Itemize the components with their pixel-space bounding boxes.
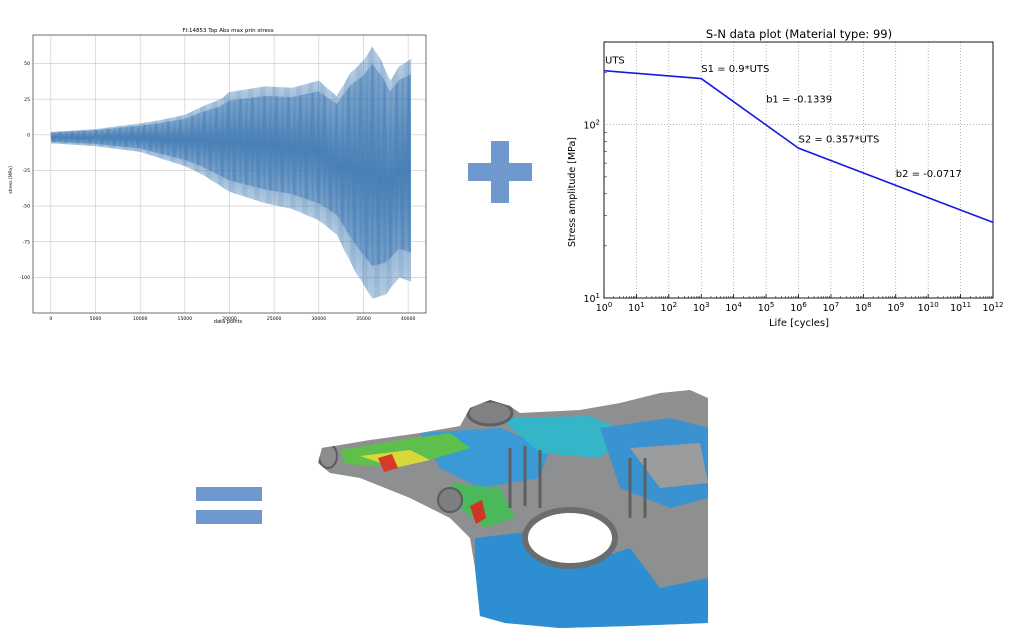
chart2-annotation: UTS bbox=[605, 55, 625, 66]
side-boss bbox=[437, 487, 463, 513]
bore-hole bbox=[522, 507, 618, 569]
chart1-y-tick-label: -50 bbox=[22, 204, 30, 210]
gray-zone bbox=[630, 443, 708, 488]
stress-history-svg: FI:14853 Top Abs max prin stress data po… bbox=[8, 28, 427, 325]
chart1-y-tick-label: -100 bbox=[20, 275, 31, 281]
fea-model-svg bbox=[318, 390, 708, 628]
chart2-x-tick-label: 1012 bbox=[982, 301, 1003, 314]
chart2-annotation: S2 = 0.357*UTS bbox=[799, 135, 880, 146]
chart1-y-axis-label: stress [MPa] bbox=[8, 166, 14, 194]
chart1-x-tick-label: 40000 bbox=[401, 316, 416, 322]
chart2-y-tick-label: 101 bbox=[583, 292, 600, 305]
sn-curve-svg: S-N data plot (Material type: 99) Life [… bbox=[567, 27, 1004, 329]
chart2-y-axis-label: Stress amplitude [MPa] bbox=[567, 137, 578, 247]
arm-eye bbox=[318, 443, 338, 469]
chart2-x-tick-label: 103 bbox=[693, 301, 710, 314]
chart2-x-tick-label: 104 bbox=[725, 301, 742, 314]
chart1-y-tick-label: 50 bbox=[24, 61, 30, 67]
chart1-x-axis-label: data points bbox=[214, 319, 243, 325]
chart1-x-tick-label: 25000 bbox=[267, 316, 282, 322]
chart2-x-tick-label: 100 bbox=[596, 301, 613, 314]
chart2-annotation: b1 = -0.1339 bbox=[766, 94, 832, 105]
equals-icon bbox=[196, 487, 262, 501]
stress-history-chart: FI:14853 Top Abs max prin stress data po… bbox=[0, 20, 440, 330]
chart1-x-tick-label: 30000 bbox=[312, 316, 327, 322]
chart2-x-tick-label: 1011 bbox=[950, 301, 971, 314]
chart2-x-tick-label: 102 bbox=[661, 301, 678, 314]
chart2-plot-area bbox=[603, 41, 994, 299]
chart2-x-tick-label: 105 bbox=[758, 301, 775, 314]
chart1-x-tick-label: 10000 bbox=[133, 316, 148, 322]
plus-icon-vertical bbox=[491, 141, 509, 203]
chart2-frame bbox=[603, 41, 994, 299]
chart2-x-tick-label: 108 bbox=[855, 301, 872, 314]
chart2-x-axis-label: Life [cycles] bbox=[769, 318, 829, 329]
chart2-x-tick-label: 1010 bbox=[918, 301, 939, 314]
chart2-x-tick-label: 106 bbox=[790, 301, 807, 314]
yellow-zone bbox=[360, 450, 430, 468]
chart1-x-tick-label: 15000 bbox=[178, 316, 193, 322]
chart1-title: FI:14853 Top Abs max prin stress bbox=[182, 28, 273, 34]
chart1-y-tick-label: -25 bbox=[22, 168, 30, 174]
chart2-title: S-N data plot (Material type: 99) bbox=[706, 27, 892, 41]
chart1-x-tick-label: 5000 bbox=[90, 316, 102, 322]
chart1-x-tick-label: 0 bbox=[49, 316, 52, 322]
red-hotspot-1 bbox=[378, 454, 398, 472]
chart1-plot-area bbox=[32, 34, 427, 314]
chart2-x-tick-label: 107 bbox=[823, 301, 840, 314]
chart1-frame bbox=[32, 34, 427, 314]
cyan-zone bbox=[500, 416, 630, 458]
ribs bbox=[508, 446, 647, 518]
chart1-y-tick-label: -75 bbox=[22, 239, 30, 245]
chart1-y-tick-label: 0 bbox=[27, 132, 30, 138]
chart2-y-tick-label: 102 bbox=[583, 119, 600, 132]
top-boss bbox=[466, 399, 514, 427]
fatigue-damage-contour-model bbox=[300, 388, 720, 633]
chart1-x-tick-label: 20000 bbox=[222, 316, 237, 322]
chart1-signal-overlay bbox=[50, 64, 412, 266]
chart2-x-tick-label: 101 bbox=[628, 301, 645, 314]
equals-icon-lower-bar bbox=[196, 510, 262, 524]
chart1-y-tick-label: 25 bbox=[24, 97, 30, 103]
chart1-signal-line bbox=[50, 46, 412, 299]
sn-curve-chart: S-N data plot (Material type: 99) Life [… bbox=[560, 22, 1004, 332]
chart2-sn-line bbox=[603, 69, 994, 224]
chart2-x-tick-label: 109 bbox=[887, 301, 904, 314]
chart2-annotation: b2 = -0.0717 bbox=[896, 169, 962, 180]
chart2-annotation: S1 = 0.9*UTS bbox=[701, 64, 769, 75]
chart1-x-tick-label: 35000 bbox=[356, 316, 371, 322]
red-hotspot-2 bbox=[470, 500, 486, 524]
